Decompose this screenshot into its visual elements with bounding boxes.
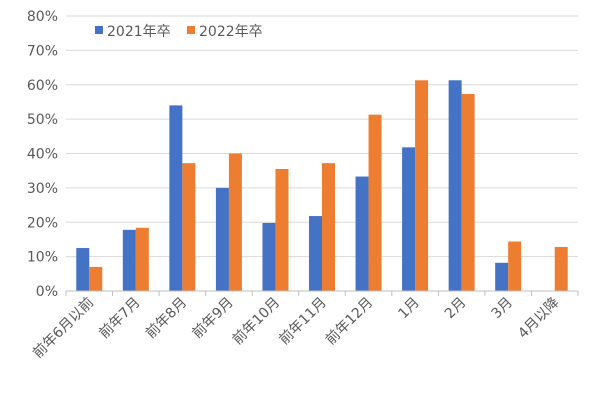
x-tick-label: 前年10月 — [229, 294, 283, 348]
bar-2-8 — [415, 80, 429, 291]
y-tick-label: 70% — [27, 43, 58, 59]
bar-2-6 — [322, 163, 335, 291]
y-tick-label: 40% — [27, 147, 58, 163]
bar-2-11 — [554, 247, 568, 291]
bar-1-7 — [355, 176, 369, 291]
y-tick-label: 80% — [27, 9, 58, 25]
legend-swatch-2 — [187, 26, 195, 34]
x-tick-label: 前年7月 — [96, 294, 144, 342]
x-tick-label: 4月以降 — [515, 295, 562, 342]
bar-2-10 — [508, 241, 522, 291]
y-tick-label: 0% — [36, 284, 58, 300]
y-tick-label: 50% — [27, 112, 58, 128]
x-tick-label: 前年6月以前 — [29, 294, 97, 362]
y-tick-label: 60% — [27, 78, 58, 94]
bar-2-7 — [368, 114, 382, 291]
bar-2-5 — [275, 168, 289, 291]
bar-2-3 — [182, 163, 196, 291]
x-tick-label: 前年11月 — [276, 294, 330, 348]
bar-1-9 — [448, 80, 462, 291]
x-tick-label: 2月 — [442, 295, 470, 323]
bar-2-2 — [135, 227, 149, 291]
y-tick-labels: 0% 10% 20% 30% 40% 50% 60% 70% 80% — [27, 9, 58, 300]
legend-label-1: 2021年卒 — [107, 24, 171, 40]
legend: 2021年卒 2022年卒 — [95, 24, 263, 40]
x-tick-label: 前年9月 — [189, 294, 237, 342]
legend-label-2: 2022年卒 — [199, 24, 263, 40]
y-tick-label: 10% — [27, 250, 58, 266]
bar-2-9 — [461, 94, 475, 291]
bar-2-4 — [228, 153, 242, 291]
legend-swatch-1 — [95, 26, 103, 34]
bar-1-3 — [169, 105, 183, 291]
y-tick-label: 20% — [27, 215, 58, 231]
bar-1-4 — [215, 187, 229, 291]
y-tick-label: 30% — [27, 181, 58, 197]
bar-1-1 — [76, 248, 90, 291]
bars — [76, 80, 568, 291]
bar-1-5 — [262, 222, 276, 291]
bar-1-10 — [495, 262, 509, 291]
bar-2-1 — [89, 266, 103, 291]
x-tick-label: 1月 — [395, 295, 423, 323]
x-tick-label: 3月 — [488, 295, 516, 323]
x-tick-label: 前年12月 — [322, 294, 376, 348]
bar-1-6 — [309, 216, 322, 291]
bar-1-8 — [402, 147, 416, 291]
bar-1-2 — [122, 229, 136, 291]
axes — [65, 290, 579, 296]
x-tick-label: 前年8月 — [142, 294, 190, 342]
